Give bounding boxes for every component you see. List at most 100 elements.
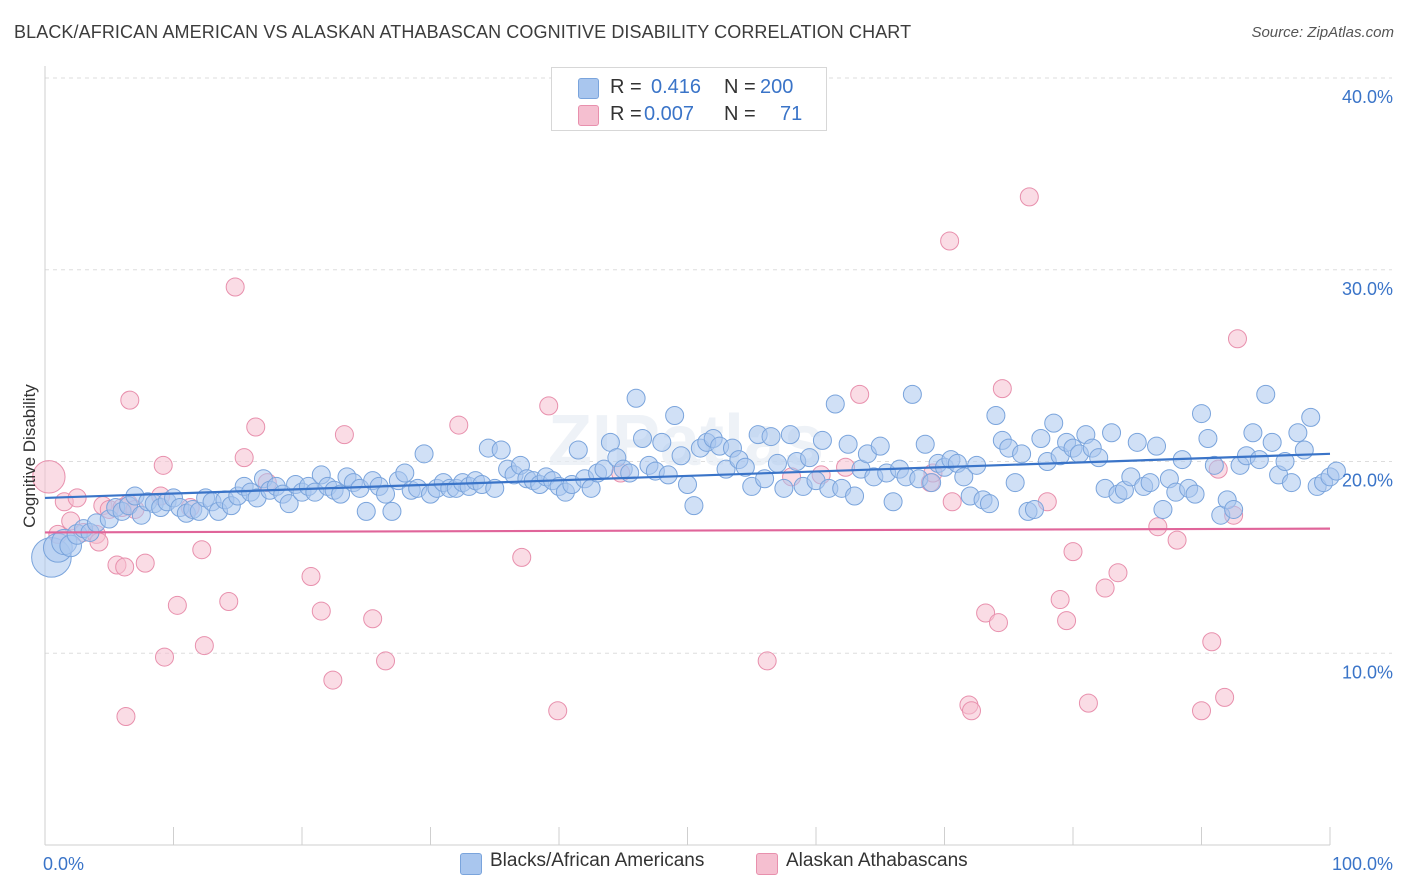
data-point: [1050, 590, 1070, 610]
data-point: [922, 473, 942, 493]
data-point: [1262, 432, 1282, 452]
data-point: [1127, 432, 1147, 452]
data-point: [1275, 452, 1295, 471]
data-point: [1224, 499, 1244, 519]
data-point: [845, 486, 865, 506]
data-point: [620, 463, 640, 483]
data-point: [153, 455, 173, 475]
chart-title: BLACK/AFRICAN AMERICAN VS ALASKAN ATHABA…: [14, 22, 912, 42]
r-value: 0.416: [651, 76, 702, 98]
data-point: [902, 384, 922, 404]
data-point: [1108, 563, 1128, 583]
data-point: [382, 501, 402, 521]
data-point: [568, 440, 588, 460]
data-point: [1192, 701, 1211, 721]
data-point: [1301, 407, 1321, 427]
data-point: [652, 432, 672, 452]
data-point: [548, 701, 568, 721]
data-point: [1102, 423, 1122, 443]
data-point: [825, 394, 845, 414]
data-point: [954, 467, 974, 487]
data-point: [1089, 448, 1109, 468]
data-point: [812, 430, 832, 450]
data-point: [449, 415, 469, 435]
data-point: [512, 547, 532, 567]
data-point: [115, 557, 135, 577]
data-point: [626, 388, 646, 408]
n-value: 200: [760, 76, 794, 98]
data-point: [225, 277, 245, 297]
r-value: 0.007: [644, 103, 695, 125]
data-point: [979, 494, 999, 514]
data-point: [767, 453, 787, 473]
data-point: [414, 444, 434, 464]
data-point: [135, 553, 155, 573]
data-point: [992, 379, 1012, 399]
axes: [44, 66, 1331, 846]
data-point: [1243, 423, 1263, 443]
data-point: [940, 231, 960, 251]
data-point: [311, 601, 331, 621]
y-tick-label: 30.0%: [1342, 279, 1393, 299]
data-point: [678, 475, 697, 495]
data-point: [883, 492, 903, 512]
stats-legend: R = 0.416 N = 200 R = 0.007 N = 71: [551, 67, 827, 131]
data-point: [334, 425, 354, 445]
data-point: [1326, 461, 1346, 481]
data-point: [1288, 423, 1308, 443]
data-point: [1198, 428, 1218, 448]
data-point: [356, 501, 376, 521]
data-point: [774, 478, 794, 498]
pink-swatch: [578, 105, 599, 126]
data-point: [32, 460, 66, 494]
r-label: R =: [610, 103, 642, 125]
r-label: R =: [610, 76, 642, 98]
data-point: [539, 396, 559, 416]
data-point: [1148, 517, 1168, 537]
data-point: [735, 457, 755, 477]
data-point: [1095, 578, 1115, 598]
data-point: [376, 651, 396, 671]
data-point: [658, 465, 678, 485]
data-point: [1078, 693, 1098, 713]
y-tick-label: 40.0%: [1342, 87, 1393, 107]
data-point: [219, 591, 239, 611]
pink-swatch: [756, 853, 778, 875]
data-point: [684, 496, 704, 516]
data-point: [1121, 467, 1141, 487]
tick-labels: 10.0% 20.0% 30.0% 40.0% 0.0% 100.0%: [43, 87, 1393, 874]
data-point: [1202, 632, 1222, 652]
black-african-american-points: [31, 384, 1346, 578]
data-point: [1044, 413, 1064, 433]
data-point: [234, 448, 254, 468]
data-point: [301, 567, 321, 587]
data-point: [1294, 440, 1314, 460]
data-point: [986, 405, 1006, 425]
data-point: [671, 446, 691, 466]
data-point: [331, 484, 351, 504]
data-point: [323, 670, 343, 690]
trend-lines: [44, 452, 1331, 534]
data-point: [1185, 484, 1205, 504]
legend-label: Alaskan Athabascans: [786, 850, 968, 871]
data-point: [1147, 436, 1167, 456]
data-point: [167, 595, 187, 615]
x-tick-label: 100.0%: [1332, 854, 1393, 874]
data-point: [1005, 473, 1025, 493]
data-point: [761, 427, 781, 447]
data-point: [757, 651, 777, 671]
blue-swatch: [460, 853, 482, 875]
data-point: [988, 613, 1008, 633]
y-tick-label: 20.0%: [1342, 471, 1393, 491]
data-point: [155, 647, 175, 667]
data-point: [780, 425, 800, 445]
y-axis-label: Cognitive Disability: [20, 384, 39, 528]
data-point: [491, 440, 511, 460]
data-point: [665, 405, 685, 425]
data-point: [246, 417, 266, 437]
data-point: [1153, 499, 1173, 519]
grid-lines: [45, 77, 1392, 654]
data-point: [1012, 444, 1032, 464]
data-point: [1227, 329, 1247, 349]
